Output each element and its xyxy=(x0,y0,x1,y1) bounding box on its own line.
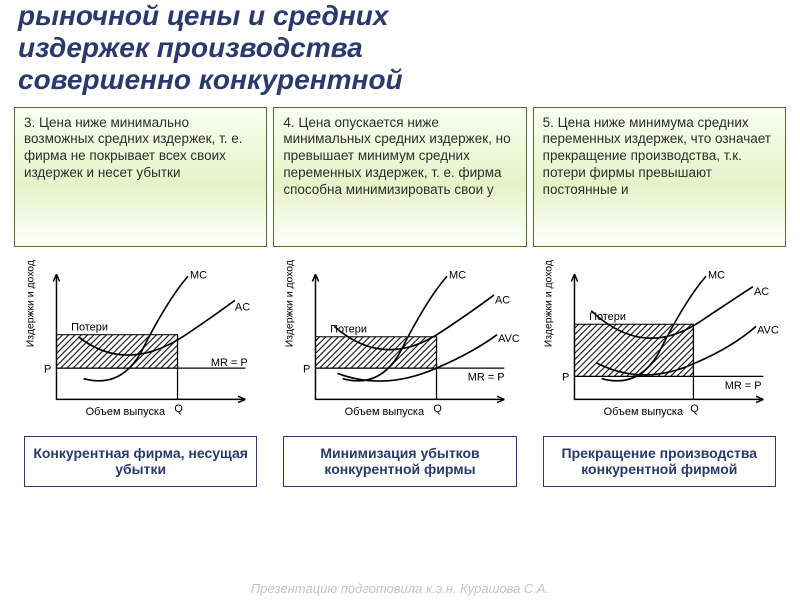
chart-col-3: Издержки и доход Объем выпуска MC AC AVC… xyxy=(533,255,786,488)
title-line: издержек производства xyxy=(18,32,782,64)
loss-rect xyxy=(315,337,436,368)
avc-label: AVC xyxy=(757,325,779,337)
avc-label: AVC xyxy=(498,333,520,345)
card-4: 4. Цена опускается ниже минимальных сред… xyxy=(273,107,526,247)
card-text: 5. Цена ниже минимума средних переменных… xyxy=(543,115,771,198)
mc-label: MC xyxy=(190,269,207,281)
y-axis-label: Издержки и доход xyxy=(285,260,296,347)
title-line: совершенно конкурентной xyxy=(18,64,782,96)
q-label: Q xyxy=(174,403,183,415)
chart-row: Издержки и доход Объем выпуска MC AC Пот… xyxy=(0,255,800,488)
x-axis-label: Объем выпуска xyxy=(85,406,165,418)
title-line: рыночной цены и средних xyxy=(18,0,782,32)
loss-label: Потери xyxy=(330,324,367,336)
card-text: 4. Цена опускается ниже минимальных сред… xyxy=(283,115,510,198)
card-row: 3. Цена ниже минимально возможных средни… xyxy=(0,107,800,247)
mr-label: MR = P xyxy=(725,380,762,392)
mc-label: MC xyxy=(708,269,725,281)
loss-rect xyxy=(575,324,694,376)
chart-3: Издержки и доход Объем выпуска MC AC AVC… xyxy=(533,255,786,430)
loss-label: Потери xyxy=(589,311,626,323)
chart-1: Издержки и доход Объем выпуска MC AC Пот… xyxy=(14,255,267,430)
loss-rect xyxy=(56,335,177,368)
loss-label: Потери xyxy=(71,322,108,334)
card-5: 5. Цена ниже минимума средних переменных… xyxy=(533,107,786,247)
mc-label: MC xyxy=(449,269,466,281)
p-label: P xyxy=(562,372,569,384)
caption-1: Конкурентная фирма, несущая убытки xyxy=(24,436,257,488)
footer-credit: Презентацию подготовила к.э.н. Курашова … xyxy=(0,581,800,596)
ac-label: AC xyxy=(754,286,769,298)
mr-label: MR = P xyxy=(468,372,505,384)
p-label: P xyxy=(303,363,310,375)
caption-2: Минимизация убытков конкурентной фирмы xyxy=(283,436,516,488)
q-label: Q xyxy=(691,403,700,415)
x-axis-label: Объем выпуска xyxy=(345,406,425,418)
ac-label: AC xyxy=(235,302,250,314)
card-text: 3. Цена ниже минимально возможных средни… xyxy=(24,115,242,181)
p-label: P xyxy=(44,363,51,375)
chart-col-1: Издержки и доход Объем выпуска MC AC Пот… xyxy=(14,255,267,488)
mr-label: MR = P xyxy=(211,357,248,369)
card-3: 3. Цена ниже минимально возможных средни… xyxy=(14,107,267,247)
x-axis-label: Объем выпуска xyxy=(604,406,684,418)
caption-3: Прекращение производства конкурентной фи… xyxy=(543,436,776,488)
slide-title: рыночной цены и средних издержек произво… xyxy=(0,0,800,101)
q-label: Q xyxy=(433,403,442,415)
chart-col-2: Издержки и доход Объем выпуска MC AC AVC… xyxy=(273,255,526,488)
y-axis-label: Издержки и доход xyxy=(544,260,555,347)
ac-label: AC xyxy=(495,294,510,306)
y-axis-label: Издержки и доход xyxy=(25,260,36,347)
chart-2: Издержки и доход Объем выпуска MC AC AVC… xyxy=(273,255,526,430)
